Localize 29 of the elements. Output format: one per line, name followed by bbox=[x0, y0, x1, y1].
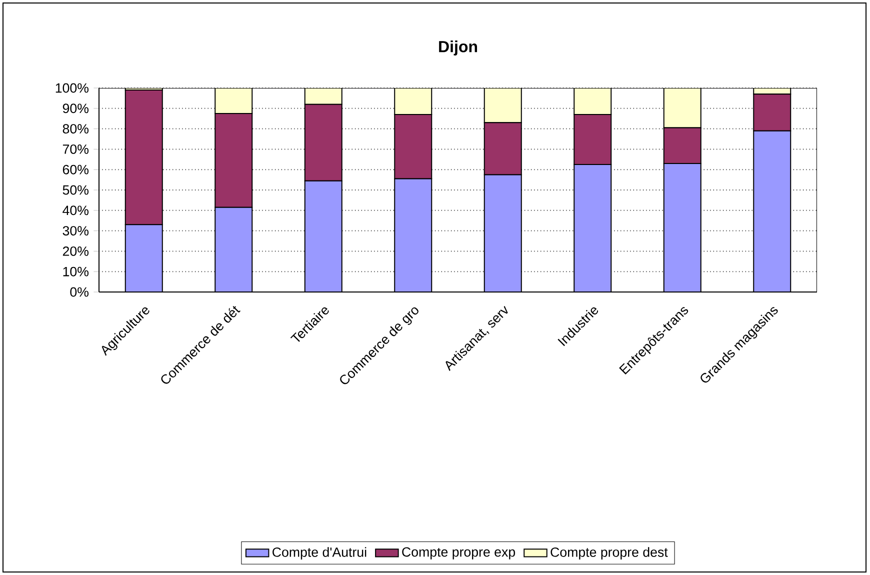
bar bbox=[574, 164, 612, 292]
bar bbox=[663, 88, 702, 128]
bar bbox=[125, 224, 162, 292]
y-tick-label: 20% bbox=[62, 246, 88, 256]
bar bbox=[394, 178, 432, 292]
bar bbox=[304, 88, 342, 105]
y-tick-label: 50% bbox=[62, 185, 88, 195]
y-tick-label: 40% bbox=[62, 206, 88, 216]
y-tick-label: 30% bbox=[62, 226, 88, 236]
bar bbox=[484, 174, 522, 292]
legend-label: Compte propre exp bbox=[402, 547, 516, 560]
y-tick-label: 0% bbox=[70, 287, 88, 297]
legend-label: Compte d'Autrui bbox=[272, 547, 366, 560]
y-tick-label: 80% bbox=[62, 124, 88, 134]
bar bbox=[215, 207, 252, 292]
bar bbox=[753, 130, 792, 292]
y-tick-label: 10% bbox=[63, 266, 88, 276]
y-tick-label: 90% bbox=[62, 104, 88, 114]
bar bbox=[304, 180, 342, 292]
bar bbox=[214, 88, 253, 114]
y-tick-label: 70% bbox=[62, 144, 88, 154]
legend-label: Compte propre dest bbox=[550, 547, 668, 560]
chart-title: Dijon bbox=[439, 40, 478, 56]
y-tick-label: 100% bbox=[56, 83, 88, 93]
bar bbox=[394, 88, 432, 116]
bar bbox=[574, 88, 612, 116]
bar bbox=[664, 163, 701, 292]
y-tick-label: 60% bbox=[62, 164, 88, 174]
bar bbox=[484, 88, 522, 124]
